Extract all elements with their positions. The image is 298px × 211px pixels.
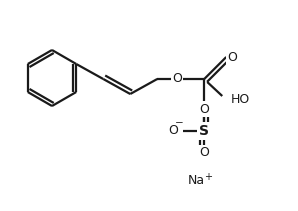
Text: Na: Na (188, 174, 205, 188)
Text: O: O (227, 50, 237, 64)
Text: HO: HO (231, 92, 250, 106)
Text: O: O (168, 124, 178, 138)
Text: O: O (199, 146, 209, 160)
Text: −: − (175, 118, 184, 128)
Text: O: O (199, 103, 209, 115)
Text: +: + (204, 172, 212, 182)
Text: O: O (172, 73, 182, 85)
Text: S: S (199, 124, 209, 138)
